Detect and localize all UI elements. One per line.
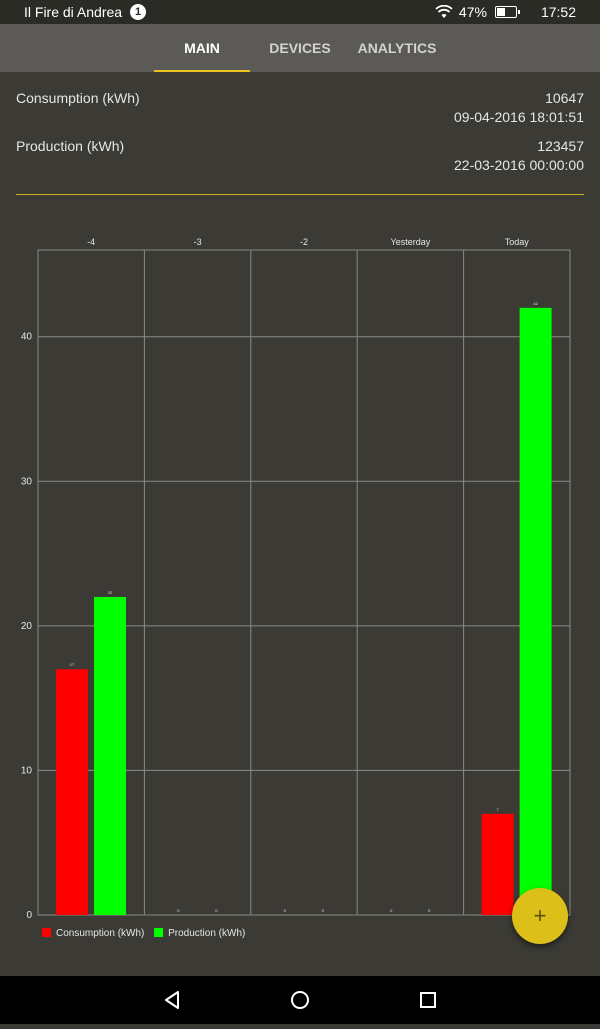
y-tick-label: 0 xyxy=(26,910,32,921)
plus-icon: + xyxy=(533,903,547,928)
tab-analytics[interactable]: ANALYTICS xyxy=(350,24,444,72)
chart-svg: 0 10 20 30 40 -4 -3 -2 Yesterday Today 17 0 0 0 7 22 0 0 0… xyxy=(21,237,571,939)
consumption-label: Consumption (kWh) xyxy=(16,90,140,106)
navigation-bar xyxy=(0,976,600,1024)
bar-value-label: 0 xyxy=(284,908,287,913)
x-category-label: -3 xyxy=(194,237,202,247)
bar-consumption xyxy=(56,669,88,915)
production-timestamp: 22-03-2016 00:00:00 xyxy=(454,157,584,173)
y-tick-label: 20 xyxy=(21,621,33,632)
legend-label: Production (kWh) xyxy=(168,928,245,939)
bar-value-label: 42 xyxy=(533,301,538,306)
home-button[interactable] xyxy=(270,976,330,1024)
y-tick-label: 30 xyxy=(21,476,33,487)
bar-value-label: 7 xyxy=(496,807,499,812)
x-category-label: -4 xyxy=(87,237,95,247)
wifi-icon xyxy=(435,5,453,18)
bar-value-label: 22 xyxy=(108,590,113,595)
tab-bar: MAIN DEVICES ANALYTICS xyxy=(0,24,600,72)
bar-value-label: 17 xyxy=(70,662,75,667)
y-tick-label: 40 xyxy=(21,332,33,343)
bar-value-label: 0 xyxy=(428,908,431,913)
tab-analytics-label: ANALYTICS xyxy=(357,40,437,56)
recents-button[interactable] xyxy=(398,976,458,1024)
home-icon xyxy=(291,991,309,1009)
tab-devices[interactable]: DEVICES xyxy=(256,24,344,72)
tab-main[interactable]: MAIN xyxy=(154,24,250,72)
bar-production xyxy=(519,307,552,916)
tab-main-label: MAIN xyxy=(184,40,220,56)
network-name: Il Fire di Andrea xyxy=(24,4,123,20)
production-value: 123457 xyxy=(537,138,584,154)
energy-bar-chart: 0 10 20 30 40 -4 -3 -2 Yesterday Today 17 0 0 0 7 22 0 0 0… xyxy=(0,220,600,960)
add-button[interactable]: + xyxy=(512,888,568,944)
battery-percent: 47% xyxy=(458,4,487,20)
consumption-timestamp: 09-04-2016 18:01:51 xyxy=(454,109,584,125)
bar-production xyxy=(94,596,126,915)
back-button[interactable] xyxy=(142,976,202,1024)
notification-badge: 1 xyxy=(130,4,147,20)
battery-icon xyxy=(494,6,520,18)
production-label: Production (kWh) xyxy=(16,138,125,154)
clock: 17:52 xyxy=(540,4,576,20)
x-category-label: Yesterday xyxy=(391,237,431,247)
x-category-label: Today xyxy=(505,237,530,247)
legend-swatch xyxy=(42,928,51,937)
y-tick-label: 10 xyxy=(21,765,33,776)
summary-divider xyxy=(16,194,584,195)
legend-swatch xyxy=(154,928,164,937)
bar-value-label: 0 xyxy=(322,908,325,913)
bar-value-label: 0 xyxy=(177,908,180,913)
x-category-label: -2 xyxy=(300,237,308,247)
status-bar: Il Fire di Andrea 1 47% 17:52 xyxy=(0,0,600,24)
bar-value-label: 0 xyxy=(215,908,218,913)
tab-indicator xyxy=(154,70,250,72)
consumption-value: 10647 xyxy=(545,90,584,106)
plot-frame xyxy=(37,249,571,916)
legend-label: Consumption (kWh) xyxy=(56,928,144,939)
back-icon xyxy=(165,991,179,1009)
bar-value-label: 0 xyxy=(390,908,393,913)
tab-devices-label: DEVICES xyxy=(269,40,331,56)
bar-consumption xyxy=(481,813,514,915)
recents-icon xyxy=(420,992,436,1008)
